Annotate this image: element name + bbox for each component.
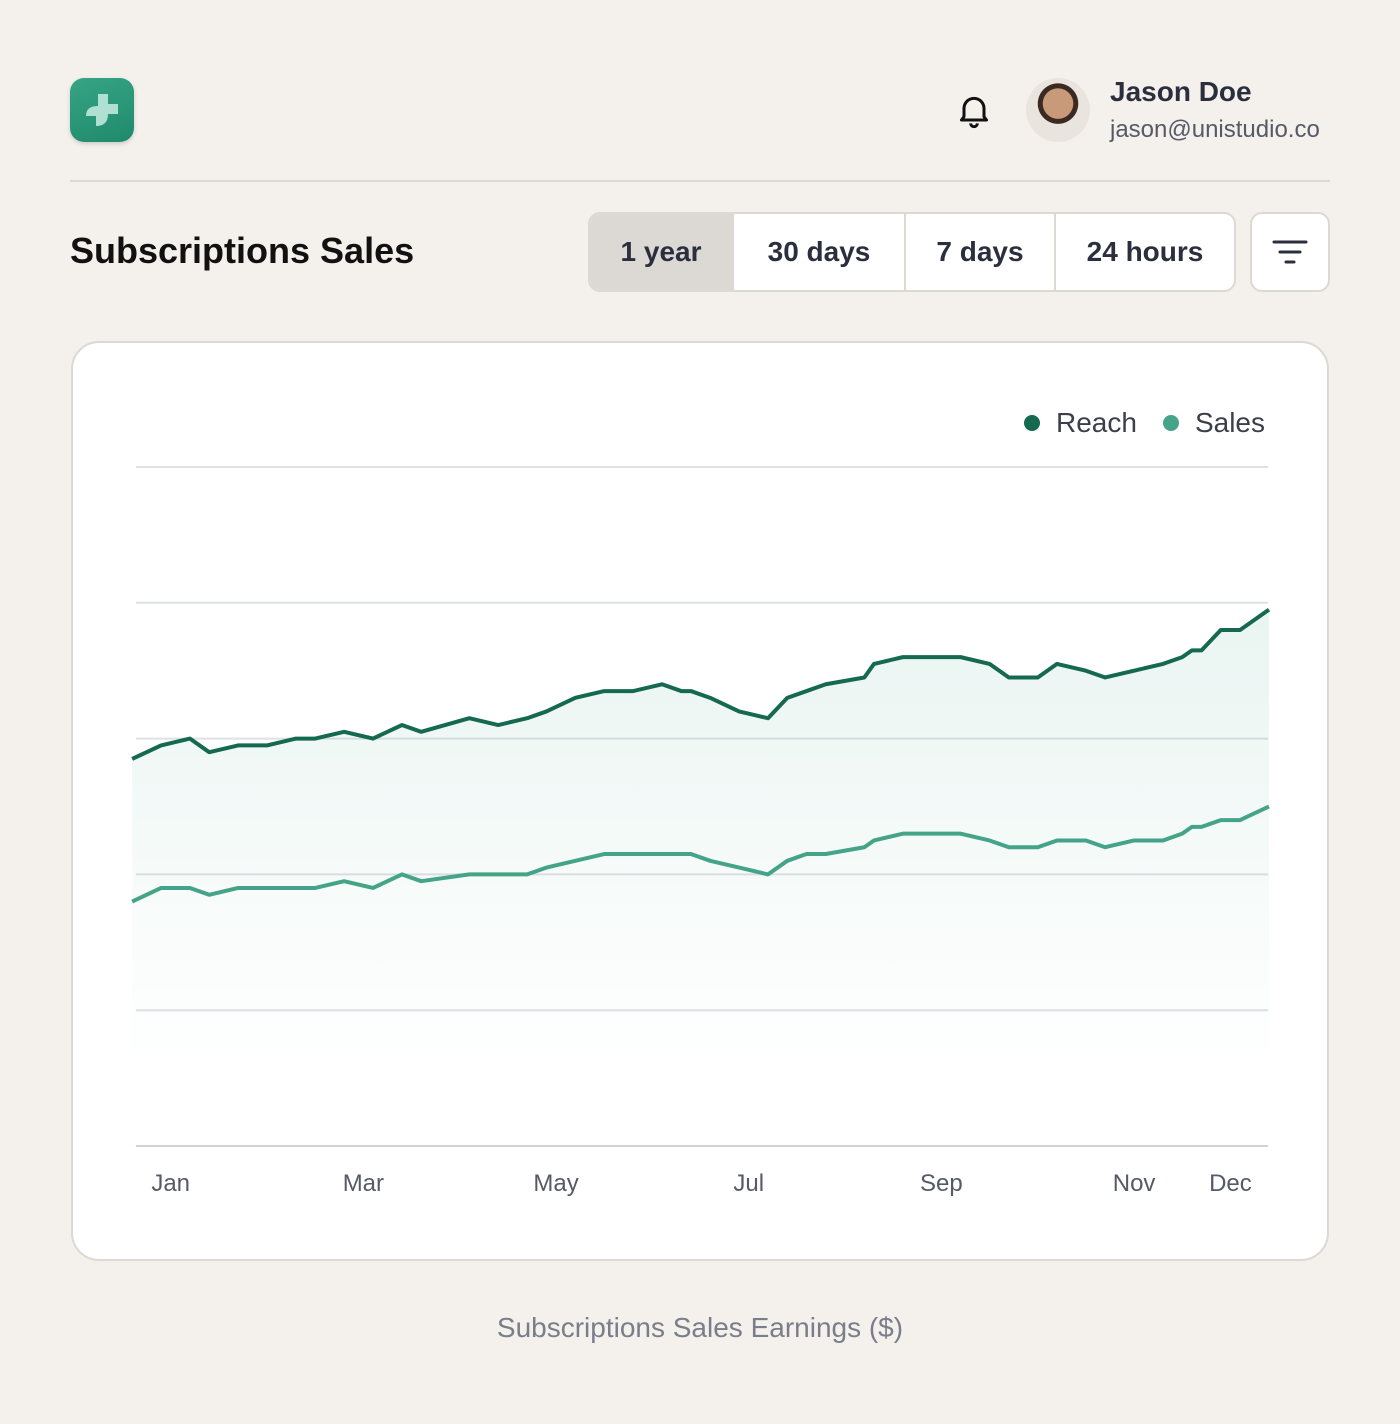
x-tick-label: Mar	[343, 1170, 384, 1197]
legend-label: Sales	[1194, 407, 1265, 438]
legend-item-reach[interactable]: Reach	[1024, 407, 1137, 439]
notifications-button[interactable]	[954, 90, 994, 135]
tab-1-year[interactable]: 1 year	[590, 214, 732, 290]
series-line-reach	[131, 607, 1271, 761]
x-tick-label: May	[533, 1170, 578, 1197]
avatar[interactable]	[1026, 78, 1090, 142]
x-tick-label: Jul	[733, 1170, 764, 1197]
chart-caption: Subscriptions Sales Earnings ($)	[496, 1312, 904, 1343]
series-line-sales	[131, 804, 1270, 904]
reach-area	[132, 609, 1269, 1146]
chart-card: Jan Mar May Jul Sep Nov Dec Reach Sales	[71, 341, 1329, 1261]
divider	[70, 180, 1330, 182]
x-tick-label: Nov	[1113, 1170, 1156, 1197]
chart-svg: Jan Mar May Jul Sep Nov Dec	[131, 466, 1271, 1197]
x-tick-label: Dec	[1209, 1170, 1252, 1197]
tab-7-days[interactable]: 7 days	[904, 214, 1054, 290]
tab-30-days[interactable]: 30 days	[732, 214, 904, 290]
page-title: Subscriptions Sales	[70, 230, 415, 271]
plus-sparkle-logo-icon	[86, 94, 118, 126]
range-selector: 1 year 30 days 7 days 24 hours	[588, 212, 1236, 292]
app-logo[interactable]	[70, 78, 134, 142]
user-name: Jason Doe	[1110, 76, 1252, 107]
filter-button[interactable]	[1250, 212, 1330, 292]
chart-legend: Reach Sales	[1024, 407, 1265, 439]
reach-dot-icon	[1024, 414, 1041, 431]
legend-label: Reach	[1056, 407, 1137, 438]
bell-icon	[960, 96, 988, 129]
filter-icon	[1272, 240, 1308, 264]
x-tick-label: Jan	[151, 1170, 190, 1197]
sales-dot-icon	[1162, 414, 1179, 431]
legend-item-sales[interactable]: Sales	[1162, 407, 1265, 439]
user-email: jason@unistudio.co	[1110, 116, 1320, 143]
x-tick-label: Sep	[920, 1170, 963, 1197]
tab-24-hours[interactable]: 24 hours	[1054, 214, 1234, 290]
